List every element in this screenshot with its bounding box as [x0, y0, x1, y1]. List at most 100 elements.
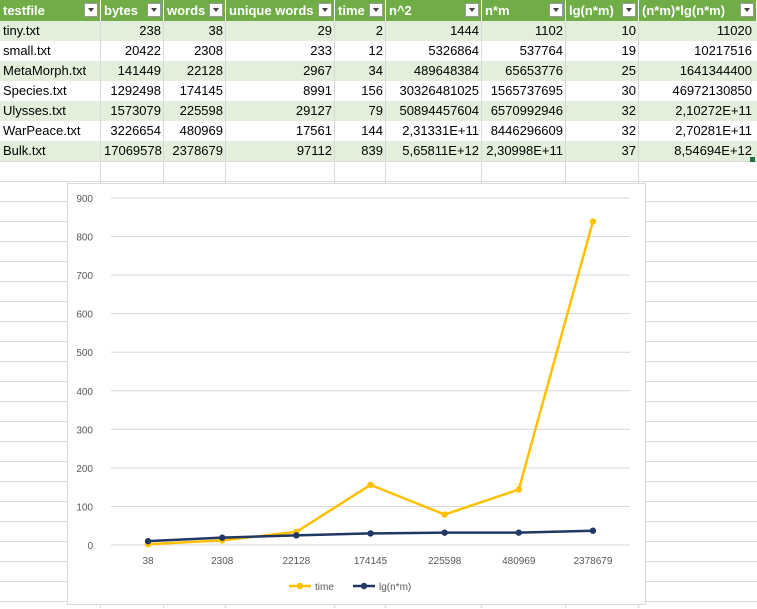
filter-dropdown-icon[interactable] [369, 3, 383, 17]
table-cell[interactable]: 17561 [295, 123, 332, 138]
filter-dropdown-icon[interactable] [740, 3, 754, 17]
table-cell[interactable]: 25 [621, 63, 636, 78]
table-cell[interactable]: 2,30998E+11 [486, 143, 563, 158]
table-cell[interactable]: 30 [621, 83, 636, 98]
data-point-1 [515, 529, 522, 536]
table-cell[interactable]: 32 [621, 123, 636, 138]
table-cell[interactable]: 8991 [303, 83, 332, 98]
table-cell[interactable]: 141449 [117, 63, 161, 78]
x-tick-label: 38 [143, 556, 155, 567]
table-cell[interactable]: 144 [361, 123, 383, 138]
table-cell[interactable]: 3226654 [110, 123, 161, 138]
table-cell[interactable]: 34 [368, 63, 383, 78]
table-cell[interactable]: 50894457604 [399, 103, 479, 118]
selection-fill-handle[interactable] [750, 157, 755, 162]
table-cell[interactable]: 97112 [296, 143, 332, 158]
table-cell[interactable]: 32 [621, 103, 636, 118]
chart-svg: 0 100 200 300 400 500 600 700 800 900 38 2308 22128 1… [76, 194, 630, 593]
table-cell[interactable]: 2967 [303, 63, 332, 78]
table-cell[interactable]: 2,31331E+11 [402, 123, 479, 138]
y-tick-label: 300 [76, 425, 93, 436]
x-tick-label: 2308 [211, 556, 234, 567]
table-cell[interactable]: small.txt [3, 43, 51, 58]
table-cell[interactable]: 480969 [179, 123, 223, 138]
column-header[interactable]: (n*m)*lg(n*m) [639, 0, 757, 21]
y-tick-label: 100 [76, 502, 93, 513]
filter-dropdown-icon[interactable] [147, 3, 161, 17]
table-cell[interactable]: 2,10272E+11 [675, 103, 752, 118]
table-cell[interactable]: MetaMorph.txt [3, 63, 87, 78]
column-header[interactable]: unique words [226, 0, 335, 21]
y-tick-label: 0 [87, 541, 93, 552]
legend-marker [360, 582, 368, 590]
filter-dropdown-icon[interactable] [318, 3, 332, 17]
column-header[interactable]: lg(n*m) [566, 0, 639, 21]
table-cell[interactable]: 22128 [186, 63, 223, 78]
table-cell[interactable]: Species.txt [3, 83, 67, 98]
table-cell[interactable]: Ulysses.txt [3, 103, 66, 118]
table-cell[interactable]: 1573079 [110, 103, 161, 118]
table-cell[interactable]: 6570992946 [490, 103, 563, 118]
table-cell[interactable]: 1641344400 [679, 63, 752, 78]
table-cell[interactable]: 37 [621, 143, 636, 158]
y-tick-label: 900 [76, 194, 93, 205]
table-cell[interactable]: 8,54694E+12 [674, 143, 752, 158]
data-point-1 [219, 534, 226, 541]
table-cell[interactable]: tiny.txt [3, 23, 40, 38]
table-cell[interactable]: 46972130850 [672, 83, 752, 98]
table-cell[interactable]: 12 [368, 43, 383, 58]
table-cell[interactable]: 5,65811E+12 [402, 143, 479, 158]
table-cell[interactable]: 233 [310, 43, 332, 58]
y-tick-label: 700 [76, 271, 93, 282]
table-cell[interactable]: 1565737695 [490, 83, 563, 98]
table-cell[interactable]: 489648384 [413, 63, 479, 78]
column-header[interactable]: n^2 [386, 0, 482, 21]
grid-line [0, 161, 757, 162]
table-cell[interactable]: 5326864 [428, 43, 479, 58]
data-point-1 [367, 530, 374, 537]
table-cell[interactable]: 1444 [450, 23, 479, 38]
table-cell[interactable]: 174145 [179, 83, 223, 98]
column-header[interactable]: testfile [0, 0, 101, 21]
table-cell[interactable]: 156 [361, 83, 383, 98]
table-cell[interactable]: 38 [208, 23, 223, 38]
data-point-1 [441, 529, 448, 536]
table-cell[interactable]: 10217516 [694, 43, 752, 58]
line-chart[interactable]: 0 100 200 300 400 500 600 700 800 900 38 2308 22128 1… [67, 183, 646, 605]
table-cell[interactable]: 17069578 [104, 143, 162, 158]
y-tick-label: 200 [76, 464, 93, 475]
table-cell[interactable]: 238 [139, 23, 161, 38]
table-row-band [0, 121, 757, 141]
table-cell[interactable]: 30326481025 [399, 83, 479, 98]
table-cell[interactable]: 2308 [194, 43, 223, 58]
table-cell[interactable]: 29 [317, 23, 332, 38]
legend-label: lg(n*m) [379, 582, 411, 593]
table-cell[interactable]: 537764 [519, 43, 563, 58]
table-cell[interactable]: 2378679 [172, 143, 223, 158]
table-cell[interactable]: 2,70281E+11 [675, 123, 752, 138]
table-cell[interactable]: 225598 [179, 103, 223, 118]
table-row-band [0, 81, 757, 101]
column-header[interactable]: n*m [482, 0, 566, 21]
table-cell[interactable]: 11020 [716, 23, 752, 38]
filter-dropdown-icon[interactable] [465, 3, 479, 17]
table-cell[interactable]: 1292498 [110, 83, 161, 98]
table-cell[interactable]: 65653776 [505, 63, 563, 78]
data-point-1 [144, 537, 152, 545]
table-cell[interactable]: 8446296609 [490, 123, 563, 138]
table-cell[interactable]: 2 [375, 23, 383, 38]
filter-dropdown-icon[interactable] [84, 3, 98, 17]
filter-dropdown-icon[interactable] [549, 3, 563, 17]
table-cell[interactable]: 10 [621, 23, 636, 38]
filter-dropdown-icon[interactable] [209, 3, 223, 17]
table-cell[interactable]: WarPeace.txt [3, 123, 81, 138]
table-cell[interactable]: Bulk.txt [3, 143, 46, 158]
table-cell[interactable]: 839 [361, 143, 383, 158]
table-cell[interactable]: 29127 [295, 103, 332, 118]
table-cell[interactable]: 20422 [124, 43, 161, 58]
table-cell[interactable]: 79 [368, 103, 383, 118]
table-cell[interactable]: 19 [621, 43, 636, 58]
table-cell[interactable]: 1102 [535, 23, 563, 38]
legend-marker [296, 582, 304, 590]
filter-dropdown-icon[interactable] [622, 3, 636, 17]
